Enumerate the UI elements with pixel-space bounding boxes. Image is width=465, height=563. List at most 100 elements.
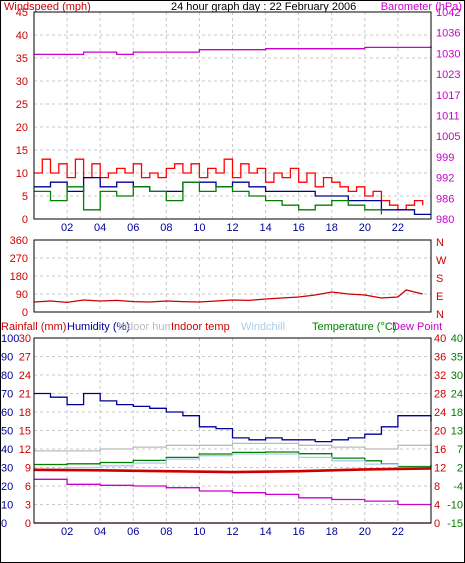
legend-label: Indoor temp <box>171 321 230 333</box>
y2-tick-label: 1036 <box>436 28 460 40</box>
rainfall-tick-label: 30 <box>19 333 31 345</box>
right-axis-label: Barometer (hPa) <box>381 1 462 13</box>
y-tick-label: 35 <box>16 53 28 65</box>
x-tick-label: 14 <box>259 222 271 234</box>
y2-tick-label: 1017 <box>436 90 460 102</box>
compass-label: W <box>436 255 447 267</box>
indoor-temp-tick-label: 8 <box>434 481 440 493</box>
rainfall-tick-label: 9 <box>25 463 31 475</box>
rainfall-tick-label: 15 <box>19 426 31 438</box>
temperature-tick-label: 2 <box>457 463 463 475</box>
x-tick-label: 10 <box>193 222 205 234</box>
humidity-tick-label: 0 <box>1 518 7 530</box>
y2-tick-label: 986 <box>436 193 454 205</box>
x-tick-label: 02 <box>61 222 73 234</box>
legend-label: Indoor hum <box>118 321 174 333</box>
indoor-temp-tick-label: 24 <box>434 407 446 419</box>
series-line <box>34 478 431 506</box>
indoor-temp-tick-label: 40 <box>434 333 446 345</box>
x-tick-label: 12 <box>226 222 238 234</box>
wind-barometer-panel: 0 5 10 15 20 25 30 35 40 45 980 986 992 999 1005 1011 10… <box>4 1 462 234</box>
temperature-tick-label: -10 <box>447 500 463 512</box>
series-line <box>34 453 431 470</box>
y-tick-label: 90 <box>16 289 28 301</box>
y-tick-label: 180 <box>10 271 28 283</box>
x-tick-label: 22 <box>392 222 404 234</box>
y-tick-label: 45 <box>16 7 28 19</box>
y-tick-label: 20 <box>16 122 28 134</box>
y2-tick-label: 1023 <box>436 69 460 81</box>
x-tick-label: 16 <box>293 222 305 234</box>
x-tick-label: 02 <box>61 526 73 538</box>
y-tick-label: 0 <box>22 214 28 226</box>
compass-label: N <box>436 237 444 249</box>
rainfall-tick-label: 18 <box>19 407 31 419</box>
series-line <box>34 158 424 211</box>
legend-label: Windchill <box>241 321 285 333</box>
y-tick-label: 360 <box>10 235 28 247</box>
temperature-tick-label: -15 <box>447 518 463 530</box>
humidity-tick-label: 70 <box>1 389 13 401</box>
y2-tick-label: 1030 <box>436 48 460 60</box>
series-line <box>34 442 432 452</box>
indoor-temp-tick-label: 20 <box>434 426 446 438</box>
temperature-tick-label: 7 <box>457 444 463 456</box>
humidity-tick-label: 40 <box>1 444 13 456</box>
series-line <box>33 289 423 304</box>
humidity-tick-label: 90 <box>1 352 13 364</box>
series-line <box>34 392 432 443</box>
y2-tick-label: 980 <box>436 214 454 226</box>
compass-label: E <box>436 291 443 303</box>
humidity-tick-label: 30 <box>1 463 13 475</box>
x-tick-label: 06 <box>127 222 139 234</box>
x-tick-label: 18 <box>326 222 338 234</box>
x-tick-label: 10 <box>193 526 205 538</box>
temperature-tick-label: 40 <box>451 333 463 345</box>
series-line <box>34 46 432 56</box>
temperature-humidity-panel: 0102030405060708090100036912151821242730… <box>1 321 463 538</box>
x-tick-label: 22 <box>392 526 404 538</box>
series-line <box>34 451 432 468</box>
y2-tick-label: 1042 <box>436 7 460 19</box>
y-tick-label: 15 <box>16 145 28 157</box>
chart-title: 24 hour graph day : 22 February 2006 <box>171 1 356 13</box>
rainfall-tick-label: 6 <box>25 481 31 493</box>
temperature-tick-label: 24 <box>451 389 463 401</box>
x-tick-label: 20 <box>359 526 371 538</box>
humidity-tick-label: 60 <box>1 407 13 419</box>
y-tick-label: 25 <box>16 99 28 111</box>
y-tick-label: 30 <box>16 76 28 88</box>
rainfall-tick-label: 3 <box>25 500 31 512</box>
y2-tick-label: 1011 <box>436 111 460 123</box>
indoor-temp-tick-label: 36 <box>434 352 446 364</box>
humidity-tick-label: 100 <box>1 333 19 345</box>
temperature-tick-label: 35 <box>451 352 463 364</box>
temperature-tick-label: 13 <box>451 426 463 438</box>
y2-tick-label: 992 <box>436 173 454 185</box>
y-tick-label: 40 <box>16 30 28 42</box>
plot-frame <box>33 11 432 220</box>
y-tick-label: 0 <box>22 307 28 319</box>
series-line <box>34 181 383 215</box>
indoor-temp-tick-label: 0 <box>434 518 440 530</box>
indoor-temp-tick-label: 12 <box>434 463 446 475</box>
y-tick-label: 5 <box>22 191 28 203</box>
y2-tick-label: 1005 <box>436 131 460 143</box>
y2-tick-label: 999 <box>436 152 454 164</box>
x-tick-label: 04 <box>94 222 106 234</box>
x-tick-label: 18 <box>326 526 338 538</box>
humidity-tick-label: 50 <box>1 426 13 438</box>
legend-label: Rainfall (mm) <box>1 321 66 333</box>
legend-label: Dew Point <box>392 321 442 333</box>
legend-label: Temperature (°C) <box>312 321 396 333</box>
legend-label: Humidity (%) <box>67 321 130 333</box>
x-tick-label: 04 <box>94 526 106 538</box>
x-tick-label: 08 <box>160 526 172 538</box>
x-tick-label: 16 <box>293 526 305 538</box>
temperature-tick-label: 18 <box>451 407 463 419</box>
indoor-temp-tick-label: 32 <box>434 370 446 382</box>
rainfall-tick-label: 27 <box>19 352 31 364</box>
compass-label: N <box>436 309 444 321</box>
y-tick-label: 270 <box>10 253 28 265</box>
